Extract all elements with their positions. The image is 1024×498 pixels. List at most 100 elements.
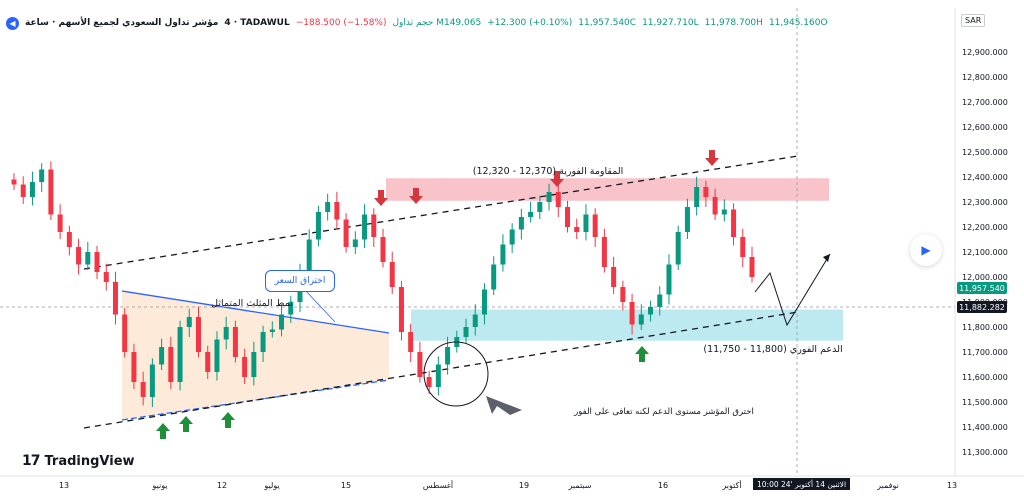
y-tick-label: 12,600.000 bbox=[962, 123, 1008, 132]
candle-body bbox=[149, 364, 155, 397]
y-tick-label: 11,400.000 bbox=[962, 423, 1008, 432]
resistance-zone bbox=[386, 178, 829, 201]
up-arrow-icon bbox=[635, 346, 649, 354]
candle-body bbox=[426, 377, 432, 387]
candle-body bbox=[315, 212, 321, 240]
down-arrow-icon bbox=[413, 188, 419, 196]
x-tick-label: 19 bbox=[519, 481, 529, 490]
x-tick-label: نوفمبر bbox=[876, 481, 899, 490]
candle-body bbox=[648, 307, 654, 315]
candle-body bbox=[66, 232, 72, 247]
candle-body bbox=[445, 347, 451, 365]
down-arrow-icon bbox=[409, 196, 423, 204]
candle-body bbox=[251, 352, 257, 377]
candle-body bbox=[279, 314, 285, 330]
candle-body bbox=[749, 257, 755, 277]
candle-body bbox=[223, 327, 229, 340]
candle-body bbox=[509, 229, 515, 245]
candle-body bbox=[242, 357, 248, 377]
candle-body bbox=[472, 314, 478, 327]
y-tick-label: 11,800.000 bbox=[962, 323, 1008, 332]
low-value: 11,927.710L bbox=[642, 18, 699, 28]
candle-body bbox=[638, 314, 644, 325]
candle-body bbox=[583, 214, 589, 232]
candle-body bbox=[574, 227, 580, 232]
play-icon[interactable]: ▶ bbox=[910, 234, 942, 266]
y-tick-label: 11,500.000 bbox=[962, 398, 1008, 407]
candle-body bbox=[481, 289, 487, 315]
candle-body bbox=[463, 327, 469, 337]
x-tick-label: يوليو bbox=[263, 481, 279, 490]
candle-body bbox=[592, 214, 598, 237]
candle-body bbox=[140, 382, 146, 397]
candle-body bbox=[112, 282, 118, 315]
candle-body bbox=[11, 179, 17, 185]
candle-body bbox=[721, 209, 727, 215]
candle-body bbox=[435, 364, 441, 387]
candle-body bbox=[555, 192, 561, 207]
candle-body bbox=[260, 332, 266, 352]
symbol-exchange[interactable]: 4 · TADAWUL bbox=[224, 18, 290, 28]
up-arrow-icon bbox=[156, 423, 170, 431]
down-arrow-icon bbox=[554, 171, 560, 179]
candle-body bbox=[491, 264, 497, 290]
candle-body bbox=[186, 317, 192, 327]
candle-body bbox=[343, 219, 349, 247]
candle-body bbox=[94, 252, 100, 272]
candle-body bbox=[666, 264, 672, 295]
x-tick-label: 16 bbox=[658, 481, 668, 490]
symbol-name[interactable]: مؤشر تداول السعودي لجميع الأسهم · ساعة bbox=[25, 18, 219, 28]
candle-body bbox=[694, 187, 700, 207]
candle-body bbox=[76, 247, 82, 265]
projection-path bbox=[754, 253, 831, 327]
up-arrow-icon bbox=[183, 424, 189, 432]
candle-body bbox=[620, 287, 626, 302]
breakout-callout: اختراق السعر bbox=[265, 270, 335, 292]
candle-body bbox=[712, 197, 718, 215]
crosshair-time-label: الاثنين 14 أكتوبر '24 10:00 bbox=[753, 478, 851, 490]
pattern-label: نمط المثلث المتماثل bbox=[211, 298, 293, 309]
tradingview-logo: 17 TradingView bbox=[22, 453, 135, 469]
candle-body bbox=[675, 232, 681, 265]
candle-body bbox=[380, 237, 386, 262]
pointer-arrow bbox=[486, 396, 522, 415]
y-tick-label: 12,400.000 bbox=[962, 173, 1008, 182]
candle-body bbox=[288, 302, 294, 315]
up-arrow-icon bbox=[160, 431, 166, 439]
support-label: الدعم الفوري (11,800 - 11,750) bbox=[703, 344, 842, 355]
candle-body bbox=[85, 252, 91, 265]
close-value: 11,957.540C bbox=[578, 18, 637, 28]
candle-body bbox=[39, 169, 45, 182]
triangle-upper-line bbox=[121, 290, 390, 334]
candle-body bbox=[168, 347, 174, 382]
y-tick-label: 12,900.000 bbox=[962, 48, 1008, 57]
up-arrow-icon bbox=[179, 416, 193, 424]
tv-mark-icon: 17 bbox=[22, 453, 41, 469]
breakdown-circle bbox=[423, 341, 489, 407]
up-arrow-icon bbox=[221, 412, 235, 420]
y-tick-label: 12,700.000 bbox=[962, 98, 1008, 107]
candle-body bbox=[159, 347, 165, 365]
candle-body bbox=[528, 212, 534, 217]
candle-body bbox=[205, 352, 211, 372]
up-arrow-icon bbox=[225, 420, 231, 428]
candle-body bbox=[703, 187, 709, 197]
candle-body bbox=[629, 302, 635, 325]
candle-body bbox=[657, 294, 663, 307]
candle-body bbox=[389, 262, 395, 287]
resistance-label: المقاومة الفورية (12,370 - 12,320) bbox=[473, 166, 624, 177]
currency-badge[interactable]: SAR bbox=[961, 14, 986, 27]
candle-body bbox=[731, 209, 737, 237]
chart-header: ◀ مؤشر تداول السعودي لجميع الأسهم · ساعة… bbox=[6, 14, 828, 32]
candle-body bbox=[122, 314, 128, 352]
candle-body bbox=[232, 327, 238, 357]
candle-body bbox=[334, 202, 340, 220]
candle-body bbox=[29, 182, 35, 197]
x-tick-label: يونيو bbox=[151, 481, 167, 490]
down-arrow-icon bbox=[378, 190, 384, 198]
down-arrow-icon bbox=[550, 179, 564, 187]
candle-body bbox=[362, 214, 368, 240]
candle-body bbox=[103, 272, 109, 282]
y-tick-label: 11,300.000 bbox=[962, 448, 1008, 457]
